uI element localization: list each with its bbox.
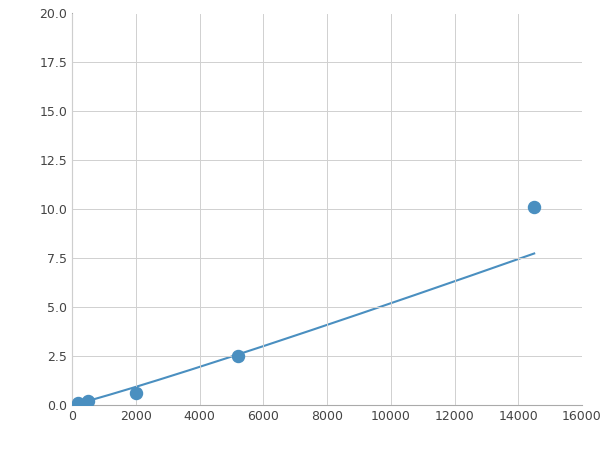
Point	[83, 397, 93, 405]
Point	[529, 204, 539, 211]
Point	[233, 352, 242, 360]
Point	[131, 390, 140, 397]
Point	[74, 400, 83, 407]
